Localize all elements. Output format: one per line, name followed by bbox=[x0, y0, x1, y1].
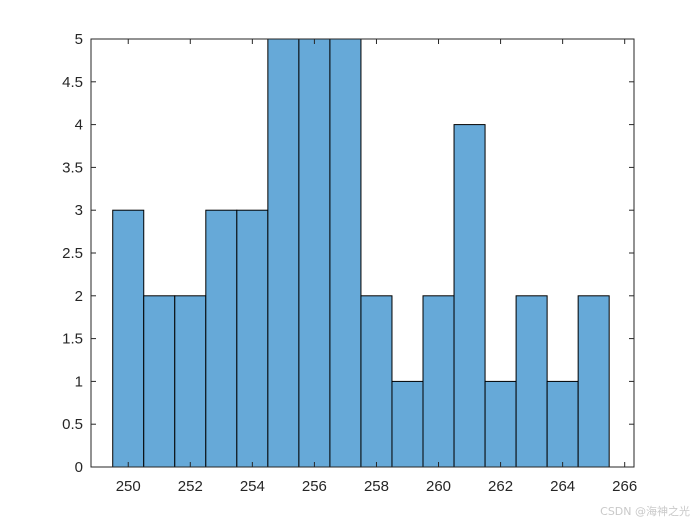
y-tick-label: 0 bbox=[75, 459, 83, 476]
y-tick-label: 1.5 bbox=[62, 331, 83, 348]
histogram-bar bbox=[515, 295, 548, 468]
histogram-bar bbox=[360, 295, 393, 468]
histogram-bar bbox=[143, 295, 176, 468]
histogram-bar bbox=[422, 295, 455, 468]
y-tick-label: 2.5 bbox=[62, 245, 83, 262]
histogram-bar bbox=[391, 380, 424, 468]
bars-group bbox=[112, 38, 610, 468]
y-tick-label: 3 bbox=[75, 202, 83, 219]
x-tick-label: 258 bbox=[364, 478, 389, 495]
histogram-bar bbox=[484, 380, 517, 468]
y-tick-label: 2 bbox=[75, 288, 83, 305]
histogram-bar bbox=[453, 124, 486, 468]
y-tick-label: 5 bbox=[75, 31, 83, 48]
histogram-bar bbox=[298, 38, 331, 468]
x-tick-label: 262 bbox=[488, 478, 513, 495]
watermark-text: CSDN @海神之光 bbox=[600, 505, 690, 518]
histogram-bar bbox=[236, 209, 269, 468]
y-tick-label: 4 bbox=[75, 117, 83, 134]
x-tick-label: 256 bbox=[302, 478, 327, 495]
histogram-bar bbox=[205, 209, 238, 468]
histogram-bar bbox=[174, 295, 207, 468]
x-ticks-group: 250 252 254 256 258 260 262 264 266 bbox=[116, 39, 637, 495]
histogram-bar bbox=[267, 38, 300, 468]
histogram-bar bbox=[546, 380, 579, 468]
x-tick-label: 250 bbox=[116, 478, 141, 495]
histogram-bar bbox=[112, 209, 145, 468]
x-tick-label: 254 bbox=[240, 478, 265, 495]
y-tick-label: 3.5 bbox=[62, 159, 83, 176]
x-tick-label: 266 bbox=[612, 478, 637, 495]
y-tick-label: 0.5 bbox=[62, 416, 83, 433]
y-ticks-group: 0 0.5 1 1.5 2 2.5 3 3.5 4 4.5 5 bbox=[62, 31, 634, 476]
x-tick-label: 260 bbox=[426, 478, 451, 495]
histogram-bar bbox=[577, 295, 610, 468]
y-tick-label: 1 bbox=[75, 373, 83, 390]
x-tick-label: 264 bbox=[550, 478, 575, 495]
histogram-bar bbox=[329, 38, 362, 468]
y-tick-label: 4.5 bbox=[62, 74, 83, 91]
x-tick-label: 252 bbox=[178, 478, 203, 495]
